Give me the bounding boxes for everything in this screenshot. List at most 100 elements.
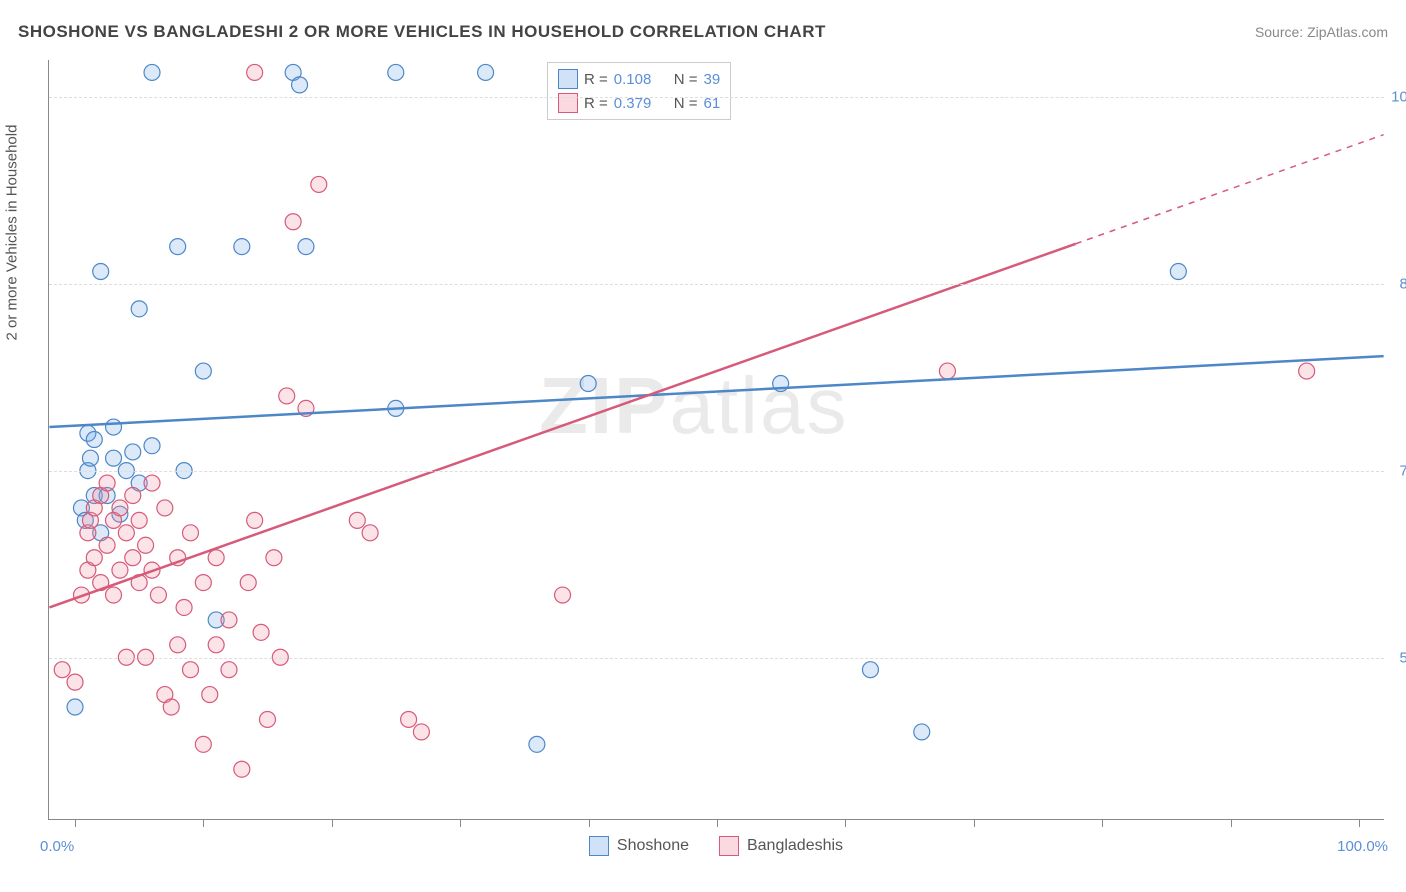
legend-stats: R = 0.108 N = 39 R = 0.379N = 61 xyxy=(547,62,731,120)
data-point xyxy=(349,512,365,528)
data-point xyxy=(163,699,179,715)
data-point xyxy=(914,724,930,740)
data-point xyxy=(478,64,494,80)
data-point xyxy=(54,662,70,678)
data-point xyxy=(82,450,98,466)
data-point xyxy=(279,388,295,404)
data-point xyxy=(125,550,141,566)
n-value: 39 xyxy=(704,71,721,88)
data-point xyxy=(234,239,250,255)
data-point xyxy=(106,450,122,466)
data-point xyxy=(170,637,186,653)
y-tick-label: 55.0% xyxy=(1382,650,1406,667)
gridline xyxy=(49,284,1384,285)
data-point xyxy=(208,550,224,566)
gridline xyxy=(49,97,1384,98)
data-point xyxy=(285,214,301,230)
trend-line xyxy=(49,356,1383,427)
data-point xyxy=(253,624,269,640)
source-name: ZipAtlas.com xyxy=(1307,24,1388,40)
legend-stat-row: R = 0.379N = 61 xyxy=(558,91,720,115)
legend-series-label: Shoshone xyxy=(617,837,689,855)
y-tick-label: 85.0% xyxy=(1382,276,1406,293)
data-point xyxy=(86,432,102,448)
data-point xyxy=(401,711,417,727)
data-point xyxy=(362,525,378,541)
data-point xyxy=(99,537,115,553)
data-point xyxy=(131,512,147,528)
data-point xyxy=(195,575,211,591)
legend-stat-row: R = 0.108 N = 39 xyxy=(558,67,720,91)
data-point xyxy=(939,363,955,379)
gridline xyxy=(49,658,1384,659)
data-point xyxy=(112,562,128,578)
legend-series: Shoshone Bangladeshis xyxy=(48,836,1384,856)
y-tick-label: 100.0% xyxy=(1382,89,1406,106)
r-value: 0.108 xyxy=(614,71,668,88)
trend-line-extrapolated xyxy=(1076,135,1384,244)
y-axis-title: 2 or more Vehicles in Household xyxy=(4,125,21,341)
data-point xyxy=(183,525,199,541)
data-point xyxy=(150,587,166,603)
data-point xyxy=(247,64,263,80)
data-point xyxy=(99,475,115,491)
legend-swatch xyxy=(558,93,578,113)
chart-title: SHOSHONE VS BANGLADESHI 2 OR MORE VEHICL… xyxy=(18,22,826,42)
x-tick xyxy=(460,819,461,827)
data-point xyxy=(138,537,154,553)
data-point xyxy=(202,687,218,703)
data-point xyxy=(144,475,160,491)
data-point xyxy=(125,488,141,504)
data-point xyxy=(67,674,83,690)
data-point xyxy=(240,575,256,591)
data-point xyxy=(195,736,211,752)
x-tick xyxy=(332,819,333,827)
scatter-plot: ZIPatlas R = 0.108N = 39R = 0.379N = 61 … xyxy=(48,60,1384,820)
data-point xyxy=(413,724,429,740)
data-point xyxy=(221,612,237,628)
x-tick xyxy=(75,819,76,827)
x-tick xyxy=(1359,819,1360,827)
data-point xyxy=(234,761,250,777)
data-point xyxy=(131,301,147,317)
source-attribution: Source: ZipAtlas.com xyxy=(1255,24,1388,40)
gridline xyxy=(49,471,1384,472)
legend-series-label: Bangladeshis xyxy=(747,837,843,855)
data-point xyxy=(580,376,596,392)
data-point xyxy=(86,550,102,566)
legend-swatch xyxy=(719,836,739,856)
data-point xyxy=(106,587,122,603)
data-point xyxy=(311,176,327,192)
n-label: N = xyxy=(674,71,698,88)
x-tick xyxy=(717,819,718,827)
data-point xyxy=(529,736,545,752)
data-point xyxy=(157,500,173,516)
data-point xyxy=(112,500,128,516)
data-point xyxy=(221,662,237,678)
x-tick xyxy=(974,819,975,827)
data-point xyxy=(259,711,275,727)
trend-line xyxy=(49,244,1075,608)
y-tick-label: 70.0% xyxy=(1382,463,1406,480)
x-tick xyxy=(1231,819,1232,827)
x-tick xyxy=(1102,819,1103,827)
r-label: R = xyxy=(584,71,608,88)
data-point xyxy=(388,64,404,80)
data-point xyxy=(298,239,314,255)
data-point xyxy=(183,662,199,678)
data-point xyxy=(555,587,571,603)
x-tick xyxy=(845,819,846,827)
data-point xyxy=(247,512,263,528)
data-point xyxy=(144,64,160,80)
x-tick xyxy=(589,819,590,827)
data-point xyxy=(118,525,134,541)
legend-series-item: Shoshone xyxy=(589,836,689,856)
data-point xyxy=(195,363,211,379)
chart-svg xyxy=(49,60,1384,819)
data-point xyxy=(292,77,308,93)
data-point xyxy=(208,637,224,653)
source-label: Source: xyxy=(1255,24,1307,40)
data-point xyxy=(176,599,192,615)
data-point xyxy=(862,662,878,678)
data-point xyxy=(144,438,160,454)
